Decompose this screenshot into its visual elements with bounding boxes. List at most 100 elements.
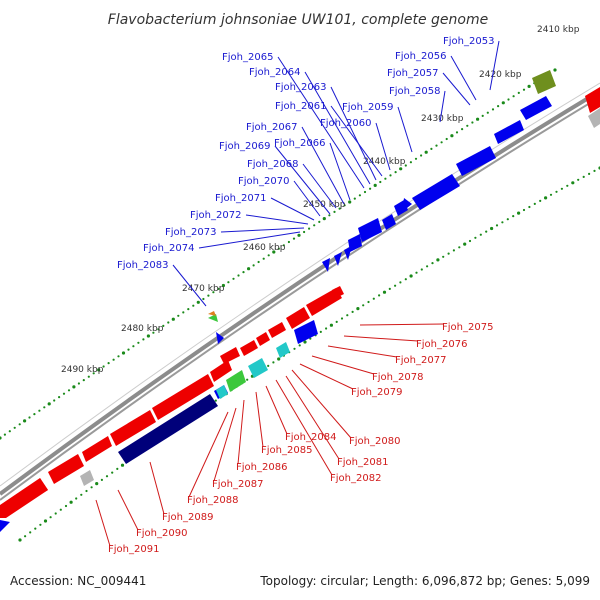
- scale-tick: [38, 409, 41, 412]
- scale-tick: [127, 348, 130, 351]
- forward-gene-arrow: [402, 198, 412, 212]
- forward-gene-arrow: [348, 234, 362, 252]
- gene-label-fjoh-2077: Fjoh_2077: [395, 355, 446, 366]
- scale-tick: [533, 202, 536, 205]
- gene-label-fjoh-2059: Fjoh_2059: [342, 102, 393, 113]
- leader-line-fjoh-2086: [237, 399, 245, 465]
- scale-tick: [527, 84, 531, 88]
- scale-tick: [436, 258, 440, 262]
- scale-tick: [455, 131, 459, 134]
- scale-tick: [415, 271, 418, 274]
- scale-tick: [424, 150, 428, 154]
- scale-tick: [582, 175, 585, 178]
- scale-tick: [399, 167, 403, 171]
- scale-tick: [318, 220, 321, 223]
- reverse-gene-arrow-tip: [30, 478, 48, 500]
- gene-label-fjoh-2064: Fjoh_2064: [249, 67, 300, 78]
- gene-label-fjoh-2087: Fjoh_2087: [212, 479, 263, 490]
- scale-tick: [24, 535, 27, 538]
- scale-tick: [329, 323, 333, 327]
- scale-tick: [486, 111, 489, 114]
- scale-tick: [105, 475, 109, 478]
- reverse-gene-arrow: [48, 454, 84, 484]
- leader-line-fjoh-2063: [330, 86, 377, 181]
- scale-tick: [358, 194, 361, 197]
- reverse-gene-arrow: [256, 332, 270, 346]
- scale-tick: [319, 330, 322, 333]
- scale-tick: [58, 396, 61, 399]
- gene-label-fjoh-2078: Fjoh_2078: [372, 372, 423, 383]
- scale-tick: [517, 211, 521, 215]
- leader-line-fjoh-2073: [220, 227, 305, 233]
- forward-gene-arrow: [334, 252, 342, 266]
- scale-tick: [34, 527, 37, 530]
- scale-tick: [120, 463, 125, 467]
- scale-tick: [196, 300, 200, 304]
- leader-line-fjoh-2079: [299, 363, 354, 390]
- gene-label-fjoh-2079: Fjoh_2079: [351, 387, 402, 398]
- scale-tick: [53, 399, 56, 402]
- gene-label-fjoh-2082: Fjoh_2082: [330, 473, 381, 484]
- scale-tick: [308, 227, 311, 230]
- scale-tick: [335, 320, 338, 323]
- scale-tick: [409, 274, 413, 278]
- gene-label-fjoh-2083: Fjoh_2083: [117, 260, 168, 271]
- scale-tick: [394, 284, 397, 287]
- scale-tick: [495, 224, 499, 227]
- gene-label-fjoh-2056: Fjoh_2056: [395, 51, 446, 62]
- gene-label-fjoh-2084: Fjoh_2084: [285, 432, 336, 443]
- reverse-gene-arrow: [306, 288, 342, 316]
- scale-tick: [440, 141, 443, 144]
- reverse-gene-arrow: [210, 360, 232, 382]
- gene-features: [0, 70, 600, 532]
- scale-labels: 2410 kbp 2420 kbp 2430 kbp 2440 kbp 2450 kbp…: [61, 25, 580, 375]
- scale-tick: [333, 210, 336, 213]
- leader-line-fjoh-2059: [397, 106, 413, 153]
- scale-tick: [512, 95, 515, 98]
- backbone-line-outer: [0, 89, 600, 496]
- scale-tick: [555, 190, 558, 193]
- scale-tick: [87, 375, 90, 378]
- gene-label-fjoh-2090: Fjoh_2090: [136, 528, 187, 539]
- scale-tick: [97, 368, 101, 372]
- gene-label-fjoh-2081: Fjoh_2081: [337, 457, 388, 468]
- scale-tick: [3, 433, 6, 436]
- leader-line-fjoh-2091: [95, 499, 111, 547]
- scale-tick: [28, 416, 31, 419]
- scale-tick: [23, 419, 27, 423]
- scale-tick: [298, 344, 301, 347]
- leader-line-fjoh-2060: [375, 122, 391, 171]
- scale-tick: [267, 254, 270, 257]
- gene-label-fjoh-2069: Fjoh_2069: [219, 141, 270, 152]
- scale-tick: [85, 489, 88, 493]
- reverse-gene-arrow: [585, 87, 600, 113]
- scale-tick: [277, 357, 281, 361]
- scale-tick: [29, 531, 32, 534]
- gene-label-fjoh-2065: Fjoh_2065: [222, 52, 273, 63]
- gene-label-fjoh-2063: Fjoh_2063: [275, 82, 326, 93]
- scale-tick: [221, 283, 225, 288]
- gene-label-fjoh-2072: Fjoh_2072: [190, 210, 241, 221]
- scale-tick: [82, 379, 85, 382]
- scale-tick: [431, 262, 434, 265]
- gene-label-fjoh-2089: Fjoh_2089: [162, 512, 213, 523]
- gene-labels: Fjoh_2053 Fjoh_2056 Fjoh_2057 Fjoh_2058 Fjoh…: [108, 36, 494, 555]
- scale-tick: [121, 351, 126, 355]
- gene-label-fjoh-2067: Fjoh_2067: [246, 122, 297, 133]
- leader-line-fjoh-2083: [172, 264, 207, 307]
- scale-tick: [560, 187, 564, 190]
- scale-tick: [384, 177, 387, 180]
- scale-tick: [47, 402, 51, 406]
- scale-tick: [237, 274, 240, 277]
- leader-line-fjoh-2067: [301, 126, 345, 205]
- scale-tick: [152, 331, 155, 334]
- accession-label: Accession: NC_009441: [10, 574, 146, 588]
- scale-tick: [389, 174, 392, 177]
- scale-tick: [117, 355, 120, 358]
- scale-tick: [463, 242, 467, 246]
- leader-line-fjoh-2074: [198, 231, 301, 249]
- scale-tick: [303, 340, 307, 344]
- scale-label-2490-kbp: 2490 kbp: [61, 365, 104, 375]
- scale-label-2430-kbp: 2430 kbp: [421, 114, 464, 124]
- scale-tick: [102, 365, 105, 368]
